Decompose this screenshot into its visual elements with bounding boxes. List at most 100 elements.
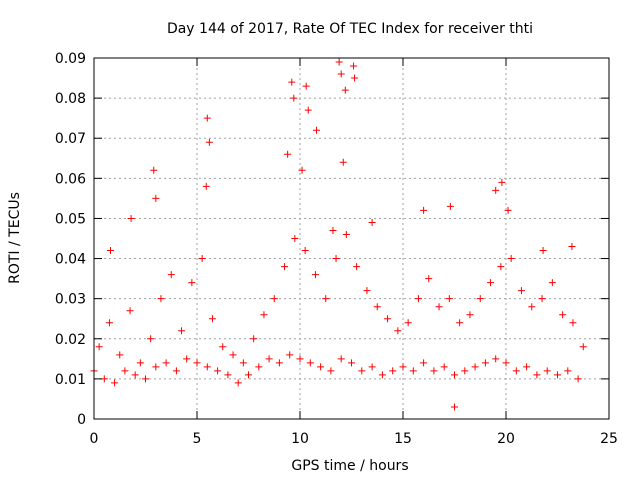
data-point [554,371,561,379]
data-point [384,315,392,323]
x-tick-label: 5 [193,431,202,447]
data-point [504,206,512,214]
data-point [265,355,273,363]
data-point [152,363,160,371]
data-point [229,351,237,359]
data-point [533,371,541,379]
data-point [152,194,160,202]
data-point [539,247,547,255]
data-point [172,367,180,375]
data-point [430,367,438,375]
data-point [337,355,345,363]
data-point [301,247,309,255]
data-point [203,363,211,371]
data-point [205,138,213,146]
data-point [234,379,242,387]
data-point [420,359,428,367]
y-tick-label: 0.05 [55,211,86,227]
data-point [136,359,144,367]
data-point [440,363,448,371]
y-tick-label: 0.09 [55,51,86,67]
data-point [288,78,296,86]
data-point [250,335,258,343]
data-point [202,182,210,190]
data-point [548,279,556,287]
data-point [399,363,407,371]
y-tick-label: 0.03 [55,292,86,308]
data-point [183,355,191,363]
data-point [341,86,349,94]
data-point [157,295,165,303]
data-point [507,255,515,263]
data-point [329,226,337,234]
data-point [569,319,577,327]
y-tick-label: 0.08 [55,91,86,107]
data-point [106,247,114,255]
data-point [512,367,520,375]
data-point [188,279,196,287]
data-point [142,375,149,383]
data-point [342,230,350,238]
data-point [559,311,567,319]
data-point [492,186,500,194]
data-point [193,359,201,367]
data-point [95,343,103,351]
data-point [481,359,489,367]
data-point [435,303,443,311]
x-tick-label: 15 [394,431,412,447]
data-point [208,315,216,323]
data-point [574,375,582,383]
data-point [239,359,247,367]
chart-title: Day 144 of 2017, Rate Of TEC Index for r… [167,21,533,37]
data-point [219,343,227,351]
data-point [353,263,361,271]
data-point [304,106,312,114]
data-point [306,359,314,367]
x-tick-label: 20 [497,431,515,447]
data-point [312,126,320,134]
data-point [497,263,505,271]
data-point [198,255,206,263]
data-point [404,319,412,327]
data-points [90,58,587,411]
y-tick-label: 0.01 [55,372,86,388]
data-point [451,371,458,379]
y-axis-label: ROTI / TECUs [7,192,23,284]
grid-lines [94,58,609,419]
x-tick-label: 10 [291,431,309,447]
data-point [298,166,306,174]
data-point [111,379,119,387]
data-point [167,271,175,279]
data-point [322,295,330,303]
data-point [317,363,325,371]
data-point [270,295,278,303]
y-tick-label: 0 [77,412,86,428]
data-point [461,367,469,375]
y-tick-label: 0.07 [55,131,86,147]
data-point [327,367,335,375]
data-point [538,295,546,303]
data-point [502,359,510,367]
data-point [335,58,343,66]
data-point [127,214,135,222]
y-tick-label: 0.04 [55,252,86,268]
data-point [337,70,345,78]
data-point [492,355,500,363]
data-point [517,287,525,295]
data-point [281,263,289,271]
data-point [203,114,211,122]
data-point [451,403,458,411]
data-point [543,367,551,375]
data-point [255,363,263,371]
y-tick-label: 0.02 [55,332,86,348]
data-point [296,355,304,363]
data-point [260,311,268,319]
data-point [105,319,113,327]
data-point [131,371,139,379]
data-point [351,74,359,82]
data-point [564,367,572,375]
data-point [291,235,299,242]
data-point [373,303,381,311]
data-point [348,359,355,367]
